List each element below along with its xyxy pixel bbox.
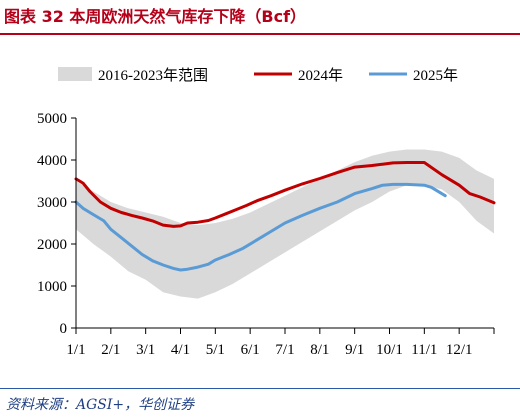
source-note: 资料来源：AGSI+，华创证券 <box>6 397 195 413</box>
x-tick-label: 6/1 <box>241 342 260 358</box>
y-tick-label: 1000 <box>37 279 67 295</box>
y-tick-label: 2000 <box>37 237 67 253</box>
source-divider <box>0 388 520 389</box>
y-tick-label: 4000 <box>37 153 67 169</box>
legend-label: 2016-2023年范围 <box>98 67 208 84</box>
x-tick-label: 10/1 <box>376 342 403 358</box>
axes: 0 1000 2000 3000 4000 5000 1/1 2/1 3/1 4/1 5/1 6/1 7… <box>37 111 495 358</box>
legend-label: 2025年 <box>413 67 458 84</box>
series-layer <box>74 161 496 272</box>
x-tick-label: 1/1 <box>66 342 85 358</box>
x-tick-label: 12/1 <box>446 342 473 358</box>
x-tick-label: 8/1 <box>310 342 329 358</box>
x-tick-label: 4/1 <box>171 342 190 358</box>
chart-title: 图表 32 本周欧洲天然气库存下降（Bcf） <box>4 7 307 26</box>
title-divider <box>0 33 520 35</box>
series-line-2025 <box>74 182 447 272</box>
x-tick-label: 2/1 <box>101 342 120 358</box>
x-tick-label: 7/1 <box>275 342 294 358</box>
y-tick-label: 3000 <box>37 195 67 211</box>
legend: 2016-2023年范围 2024年 2025年 <box>58 67 458 84</box>
x-tick-label: 9/1 <box>345 342 364 358</box>
x-tick-label: 3/1 <box>136 342 155 358</box>
y-tick-label: 0 <box>60 321 68 337</box>
legend-swatch-range <box>58 67 92 81</box>
x-tick-label: 5/1 <box>206 342 225 358</box>
series-line-2024 <box>74 161 496 228</box>
x-tick-label: 11/1 <box>411 342 437 358</box>
y-tick-label: 5000 <box>37 111 67 127</box>
chart: 2016-2023年范围 2024年 2025年 0 1000 2000 3000 4000… <box>37 67 496 358</box>
legend-label: 2024年 <box>298 67 343 84</box>
